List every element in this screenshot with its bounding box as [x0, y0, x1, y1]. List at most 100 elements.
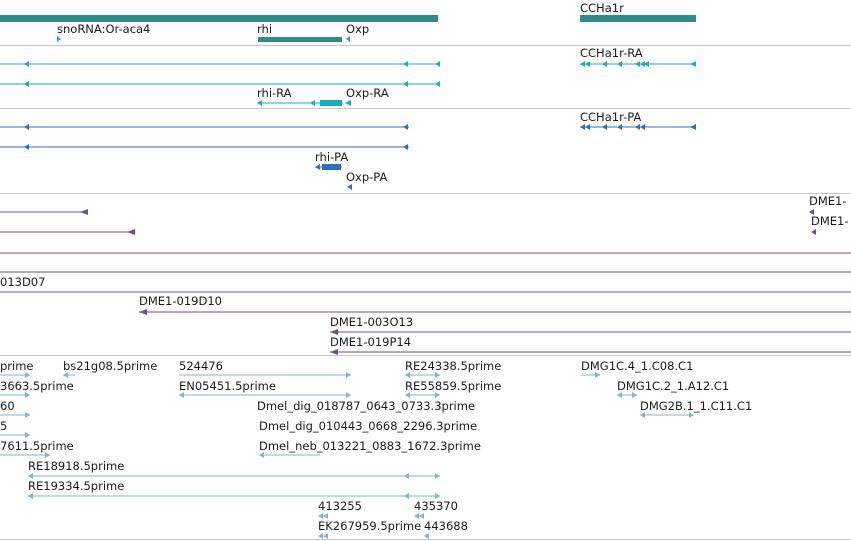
- triangle-arrow-icon: [404, 493, 409, 499]
- est-label: 413255: [318, 499, 362, 513]
- triangle-arrow-icon: [690, 61, 696, 67]
- transcript-label-rhi-ra: rhi-RA: [257, 86, 292, 100]
- triangle-arrow-icon: [323, 533, 328, 539]
- protein-label-cchair-pa: CCHa1r-PA: [580, 110, 641, 124]
- triangle-arrow-icon: [25, 372, 30, 378]
- triangle-arrow-icon: [689, 412, 694, 418]
- triangle-arrow-icon: [580, 124, 585, 130]
- clone-label: DME1-019P14: [330, 335, 411, 349]
- triangle-arrow-icon: [635, 61, 640, 67]
- transcript-track: CCHa1r-RA rhi-RA Oxp-RA: [0, 46, 696, 106]
- triangle-arrow-icon: [403, 144, 408, 150]
- triangle-arrow-icon: [80, 209, 88, 215]
- gene-label-rhi: rhi: [257, 22, 272, 36]
- triangle-arrow-icon: [644, 61, 649, 67]
- triangle-arrow-icon: [435, 372, 440, 378]
- triangle-arrow-icon: [330, 329, 338, 335]
- triangle-arrow-icon: [318, 533, 323, 539]
- triangle-arrow-icon: [404, 473, 409, 479]
- triangle-arrow-icon: [617, 124, 622, 130]
- triangle-arrow-icon: [179, 392, 184, 398]
- triangle-arrow-icon: [690, 124, 696, 130]
- triangle-arrow-icon: [346, 372, 351, 378]
- triangle-arrow-icon: [595, 372, 600, 378]
- clone-label: 013D07: [0, 275, 45, 289]
- gene-feature[interactable]: [0, 15, 438, 22]
- triangle-arrow-icon: [435, 61, 440, 67]
- triangle-arrow-icon: [127, 229, 135, 235]
- clone-track: DME1- DME1- 013D07 DME1-019D10 DME1-003O…: [0, 194, 851, 355]
- est-label: DMG1C.4_1.C08.C1: [581, 359, 693, 373]
- triangle-arrow-icon: [330, 349, 338, 355]
- est-label: EN05451.5prime: [179, 379, 276, 393]
- triangle-arrow-icon: [585, 61, 590, 67]
- est-label: 7611.5prime: [0, 439, 74, 453]
- triangle-arrow-icon: [602, 61, 607, 67]
- triangle-arrow-icon: [419, 513, 424, 519]
- transcript-label-oxp-ra: Oxp-RA: [346, 86, 389, 100]
- triangle-arrow-icon: [57, 36, 61, 42]
- triangle-arrow-icon: [580, 61, 585, 67]
- triangle-arrow-icon: [403, 61, 408, 67]
- est-label: 443688: [424, 519, 468, 533]
- gene-label-snorna: snoRNA:Or-aca4: [57, 22, 150, 36]
- triangle-arrow-icon: [640, 124, 645, 130]
- est-label: bs21g08.5prime: [63, 359, 157, 373]
- est-label: 435370: [414, 499, 458, 513]
- triangle-arrow-icon: [632, 392, 637, 398]
- est-label: Dmel_dig_018787_0643_0733.3prime: [257, 399, 475, 413]
- est-label: RE19334.5prime: [28, 479, 124, 493]
- triangle-arrow-icon: [640, 61, 645, 67]
- est-label: 60: [0, 399, 15, 413]
- triangle-arrow-icon: [585, 124, 590, 130]
- clone-label: DME1-: [809, 194, 847, 208]
- triangle-arrow-icon: [435, 392, 440, 398]
- gene-label-cchair: CCHa1r: [580, 1, 624, 15]
- est-label: Dmel_dig_010443_0668_2296.3prime: [259, 419, 477, 433]
- est-label: RE18918.5prime: [28, 459, 124, 473]
- est-track: prime bs21g08.5prime 524476 RE24338.5pri…: [0, 359, 752, 539]
- triangle-arrow-icon: [640, 412, 645, 418]
- triangle-arrow-icon: [24, 81, 29, 87]
- triangle-arrow-icon: [323, 513, 328, 519]
- triangle-arrow-icon: [435, 473, 440, 479]
- triangle-arrow-icon: [635, 124, 640, 130]
- protein-track: CCHa1r-PA rhi-PA Oxp-PA: [0, 110, 696, 190]
- triangle-arrow-icon: [25, 392, 30, 398]
- triangle-arrow-icon: [310, 100, 315, 106]
- est-label: DMG1C.2_1.A12.C1: [617, 379, 729, 393]
- triangle-arrow-icon: [24, 124, 29, 130]
- triangle-arrow-icon: [318, 513, 323, 519]
- triangle-arrow-icon: [24, 61, 29, 67]
- triangle-arrow-icon: [617, 61, 622, 67]
- gene-feature-rhi[interactable]: [258, 37, 342, 42]
- protein-label-rhi-pa: rhi-PA: [315, 150, 348, 164]
- triangle-arrow-icon: [403, 81, 408, 87]
- triangle-arrow-icon: [346, 36, 350, 42]
- triangle-arrow-icon: [617, 392, 622, 398]
- gene-feature-cchair[interactable]: [580, 15, 696, 22]
- est-label: RE24338.5prime: [405, 359, 501, 373]
- gene-track: snoRNA:Or-aca4 rhi Oxp CCHa1r: [0, 1, 696, 42]
- triangle-arrow-icon: [257, 100, 262, 106]
- transcript-label-cchair-ra: CCHa1r-RA: [580, 46, 643, 60]
- triangle-arrow-icon: [602, 124, 607, 130]
- clone-label: DME1-003O13: [330, 315, 413, 329]
- triangle-arrow-icon: [259, 452, 264, 458]
- est-label: Dmel_neb_013221_0883_1672.3prime: [259, 439, 481, 453]
- est-label: 5: [0, 419, 7, 433]
- protein-exon: [322, 164, 341, 170]
- est-label: EK267959.5prime: [318, 519, 421, 533]
- triangle-arrow-icon: [139, 309, 147, 315]
- triangle-arrow-icon: [405, 392, 410, 398]
- transcript-exon: [320, 100, 342, 106]
- triangle-arrow-icon: [28, 473, 33, 479]
- triangle-arrow-icon: [24, 144, 29, 150]
- est-label: 3663.5prime: [0, 379, 74, 393]
- triangle-arrow-icon: [811, 229, 816, 235]
- triangle-arrow-icon: [435, 81, 440, 87]
- triangle-arrow-icon: [346, 392, 351, 398]
- triangle-arrow-icon: [25, 412, 30, 418]
- protein-label-oxp-pa: Oxp-PA: [346, 170, 388, 184]
